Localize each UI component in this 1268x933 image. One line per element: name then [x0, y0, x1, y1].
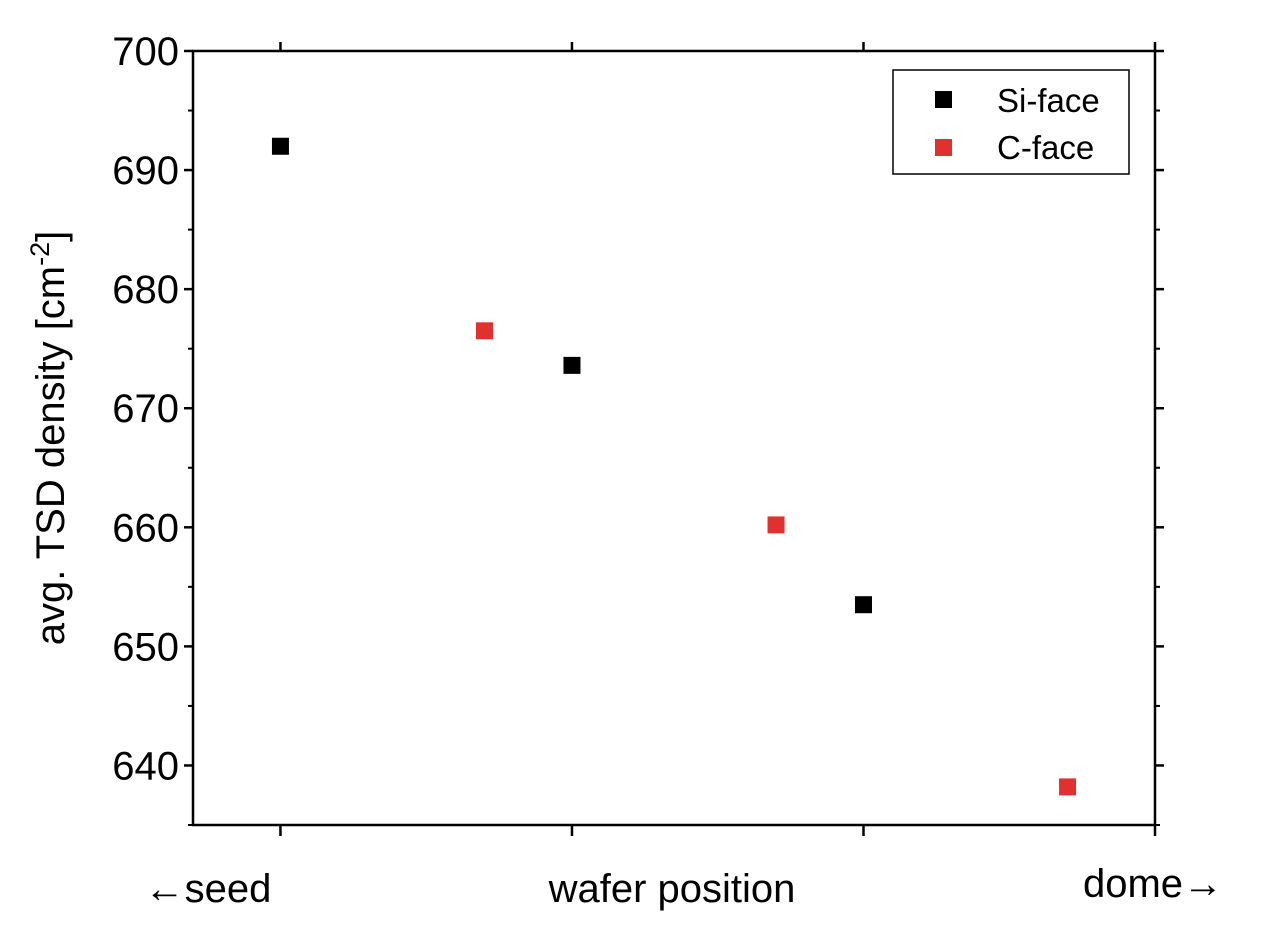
point-si-face-3	[854, 596, 872, 614]
point-c-face-1	[476, 322, 494, 340]
legend-swatch-c-face	[935, 139, 952, 156]
data-marks	[271, 137, 1077, 796]
x-axis-title: wafer position	[548, 867, 796, 911]
point-si-face-1	[271, 137, 289, 155]
y-axis-title-superscript: -2	[25, 242, 55, 266]
y-axis-title: avg. TSD density [cm-2]	[25, 231, 73, 646]
y-tick-label: 690	[112, 149, 179, 193]
x-axis-left-label: ←seed	[145, 867, 272, 911]
y-tick-label: 700	[112, 30, 179, 74]
legend-box	[892, 69, 1130, 175]
plot-frame	[191, 49, 1157, 827]
x-axis-right-label: dome→	[1083, 862, 1223, 906]
point-c-face-3	[1059, 778, 1077, 796]
y-axis-title-suffix: ]	[29, 231, 73, 242]
legend-label-si-face: Si-face	[997, 82, 1100, 119]
legend-swatch-si-face	[935, 91, 952, 108]
y-tick-label: 680	[112, 268, 179, 312]
legend-label-c-face: C-face	[997, 129, 1094, 166]
y-tick-label: 650	[112, 625, 179, 669]
legend: Si-face C-face	[892, 69, 1130, 175]
axis-ticks: 640 650 660 670 680 690 700	[112, 30, 1164, 836]
y-axis-title-main: avg. TSD density [cm	[29, 266, 73, 645]
y-tick-label: 640	[112, 744, 179, 788]
y-tick-label: 660	[112, 506, 179, 550]
point-si-face-2	[563, 356, 581, 374]
point-c-face-2	[767, 516, 785, 534]
y-tick-label: 670	[112, 387, 179, 431]
